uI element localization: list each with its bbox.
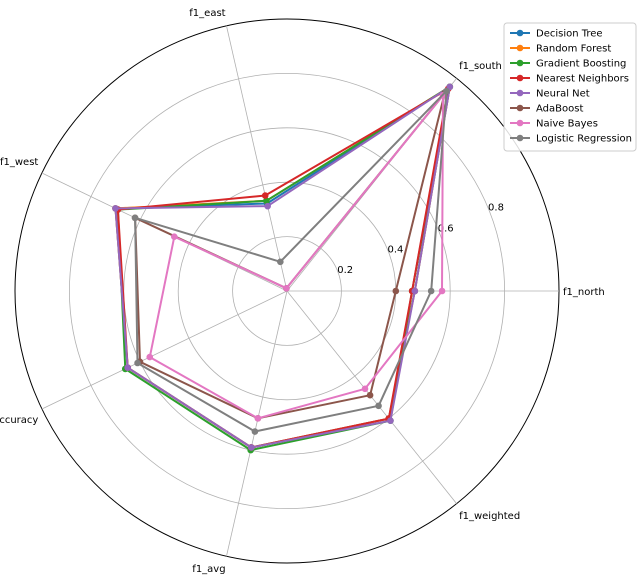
legend: Decision Tree Random Forest Gradient Boost… [503, 22, 637, 152]
legend-entry-decision-tree: Decision Tree [536, 29, 603, 40]
series-line-random-forest [114, 85, 451, 449]
point-logistic-regression-f1_weighted [375, 402, 382, 410]
point-adaboost-f1_north [392, 287, 400, 295]
legend-marker-random-forest [516, 44, 524, 52]
point-neural-net-f1_west [112, 205, 119, 212]
axis-label-f1_west: f1_west [0, 157, 38, 168]
point-naive-bayes-f1_north [438, 287, 446, 295]
point-naive-bayes-f1_east [283, 285, 290, 292]
legend-entry-naive-bayes: Naive Bayes [536, 119, 598, 130]
point-logistic-regression-f1_avg [251, 428, 259, 435]
radial-tick-label: 0.6 [438, 224, 454, 235]
legend-marker-decision-tree [516, 29, 524, 37]
point-neural-net-f1_weighted [387, 417, 394, 425]
point-neural-net-f1_east [264, 202, 271, 210]
point-logistic-regression-f1_south [443, 87, 450, 95]
axis-labels: f1_north f1_south f1_east f1_west accuracy f1… [0, 8, 605, 575]
point-naive-bayes-f1_avg [254, 414, 262, 422]
legend-entry-logistic-regression: Logistic Regression [536, 134, 632, 145]
radar-series [112, 83, 454, 454]
point-logistic-regression-f1_west [131, 214, 139, 222]
axis-label-f1_south: f1_south [459, 61, 502, 72]
legend-entry-gradient-boosting: Gradient Boosting [536, 59, 626, 70]
legend-marker-nearest-neighbors [516, 74, 524, 82]
point-logistic-regression-f1_north [427, 287, 435, 295]
radial-tick-label: 0.8 [488, 203, 504, 214]
point-naive-bayes-accuracy [146, 353, 154, 361]
point-logistic-regression-accuracy [134, 359, 141, 367]
legend-entry-adaboost: AdaBoost [536, 104, 583, 115]
point-logistic-regression-f1_east [277, 258, 284, 266]
point-gradient-boosting-f1_east [263, 197, 270, 205]
axis-line-accuracy [41, 290, 288, 410]
legend-entry-nearest-neighbors: Nearest Neighbors [536, 74, 629, 85]
legend-marker-naive-bayes [516, 119, 524, 127]
legend-marker-adaboost [516, 104, 524, 112]
series-line-naive-bayes [148, 94, 444, 420]
point-naive-bayes-f1_west [170, 233, 178, 241]
axis-label-f1_north: f1_north [563, 287, 605, 298]
point-adaboost-f1_weighted [366, 391, 374, 399]
legend-marker-gradient-boosting [516, 59, 524, 67]
point-neural-net-accuracy [124, 364, 132, 372]
axis-label-f1_east: f1_east [189, 8, 225, 19]
legend-marker-neural-net [516, 89, 524, 97]
axis-line-f1_avg [226, 290, 288, 557]
legend-entry-random-forest: Random Forest [536, 44, 611, 55]
point-neural-net-f1_avg [247, 444, 255, 451]
legend-box [503, 22, 637, 152]
axis-line-f1_east [226, 25, 288, 292]
legend-marker-logistic-regression [516, 134, 524, 142]
point-naive-bayes-f1_weighted [361, 385, 369, 393]
point-nearest-neighbors-f1_east [261, 192, 269, 199]
series-line-neural-net [114, 85, 451, 449]
axis-label-f1_avg: f1_avg [192, 564, 225, 575]
legend-entry-neural-net: Neural Net [536, 89, 590, 100]
axis-label-accuracy: accuracy [0, 415, 38, 426]
series-line-logistic-regression [134, 90, 448, 433]
point-neural-net-f1_north [411, 287, 419, 295]
radar-axes [41, 25, 559, 557]
radial-tick-label: 0.2 [337, 265, 353, 276]
axis-label-f1_weighted: f1_weighted [459, 511, 520, 522]
radial-tick-labels: 0.2 0.4 0.6 0.8 [337, 203, 504, 276]
radial-tick-label: 0.4 [388, 244, 404, 255]
series-line-decision-tree [114, 85, 451, 449]
